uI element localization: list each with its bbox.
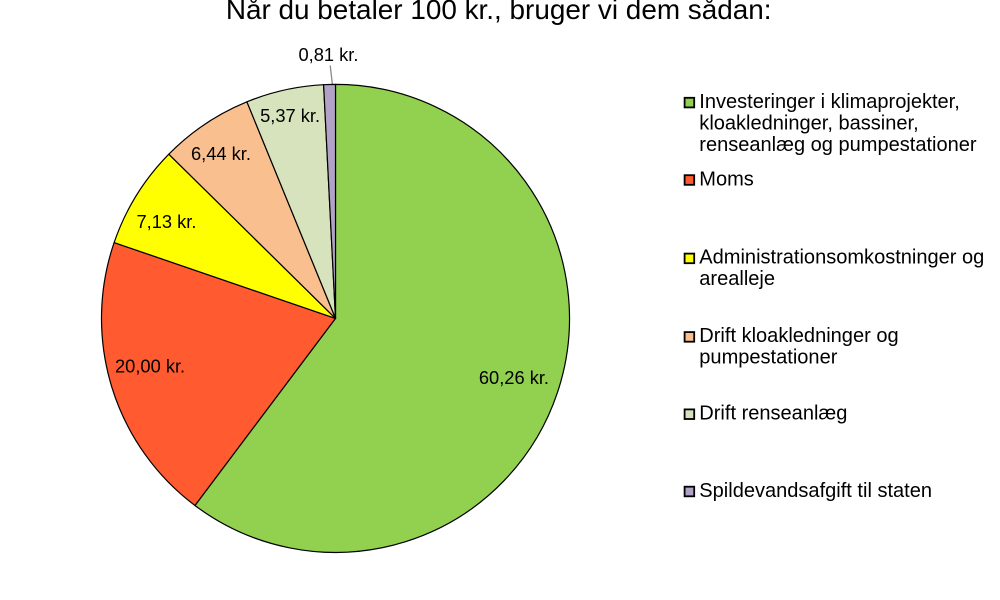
svg-text:Drift kloakledninger og: Drift kloakledninger og <box>699 325 898 347</box>
svg-text:5,37 kr.: 5,37 kr. <box>260 105 320 126</box>
svg-text:Drift renseanlæg: Drift renseanlæg <box>699 403 847 425</box>
svg-text:Når du betaler 100 kr., bruger: Når du betaler 100 kr., bruger vi dem så… <box>226 0 772 25</box>
svg-text:6,44 kr.: 6,44 kr. <box>191 143 251 164</box>
svg-text:arealleje: arealleje <box>699 268 775 290</box>
svg-text:Moms: Moms <box>699 168 754 190</box>
svg-text:renseanlæg og pumpestationer: renseanlæg og pumpestationer <box>699 134 977 156</box>
svg-text:Administrationsomkostninger og: Administrationsomkostninger og <box>699 247 984 269</box>
svg-text:pumpestationer: pumpestationer <box>699 347 837 369</box>
svg-text:20,00 kr.: 20,00 kr. <box>115 355 185 376</box>
svg-text:0,81 kr.: 0,81 kr. <box>299 44 359 65</box>
svg-text:7,13 kr.: 7,13 kr. <box>137 211 197 232</box>
svg-text:kloakledninger, bassiner,: kloakledninger, bassiner, <box>699 112 918 134</box>
svg-text:Investeringer i klimaprojekter: Investeringer i klimaprojekter, <box>699 91 960 113</box>
svg-text:Spildevandsafgift til staten: Spildevandsafgift til staten <box>699 480 932 502</box>
svg-text:60,26 kr.: 60,26 kr. <box>479 367 549 388</box>
